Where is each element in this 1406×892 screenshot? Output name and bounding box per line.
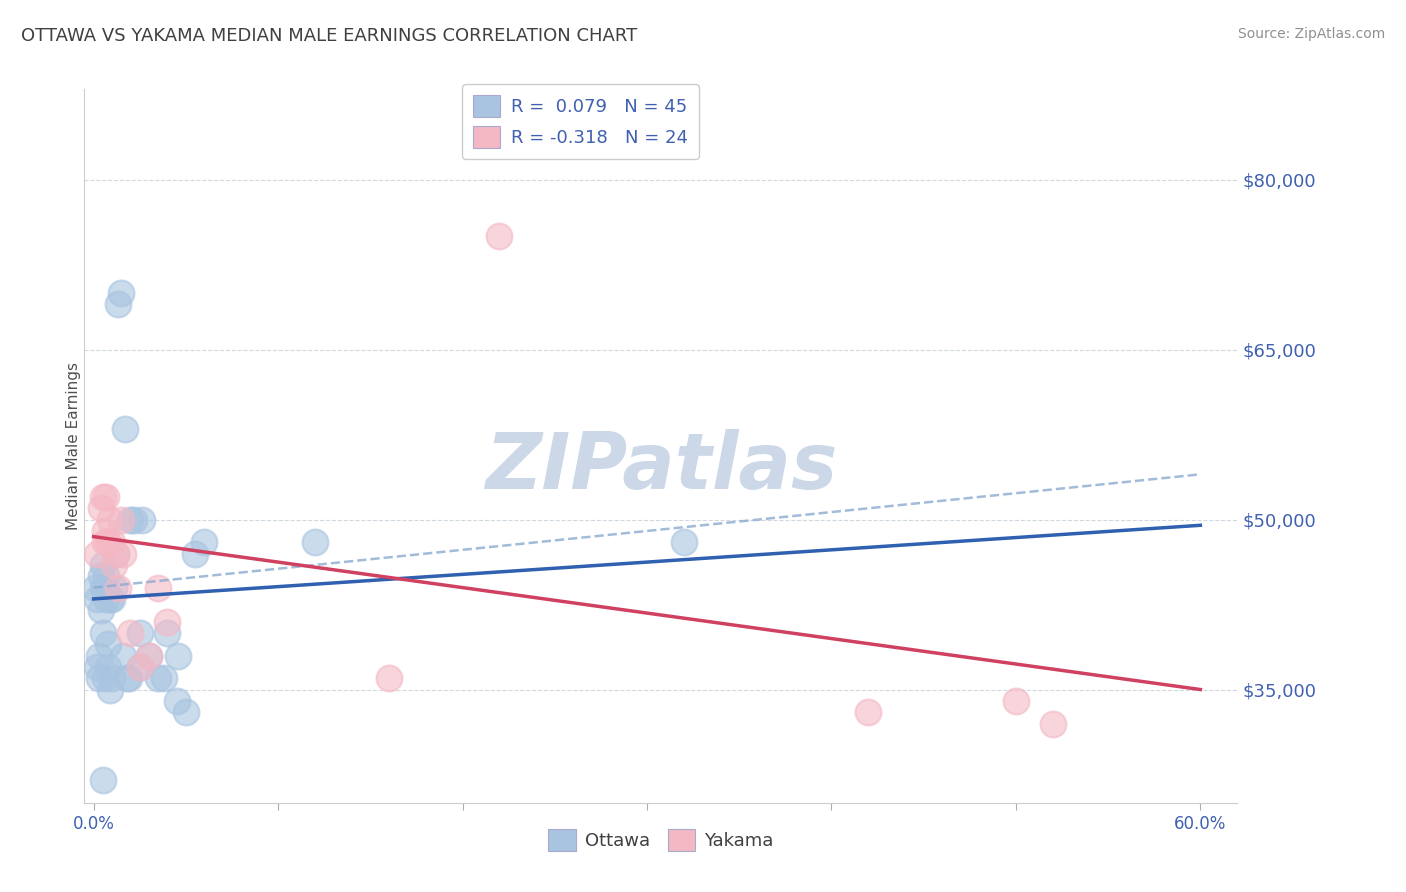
- Point: [104, 547, 127, 561]
- Point: [86, 547, 108, 561]
- Point: [96, 569, 118, 583]
- Point: [377, 671, 399, 685]
- Text: OTTAWA VS YAKAMA MEDIAN MALE EARNINGS CORRELATION CHART: OTTAWA VS YAKAMA MEDIAN MALE EARNINGS CO…: [21, 27, 637, 45]
- Point: [101, 671, 124, 685]
- Point: [96, 591, 118, 606]
- Point: [115, 671, 138, 685]
- Point: [120, 513, 142, 527]
- Point: [107, 297, 129, 311]
- Point: [98, 591, 121, 606]
- Point: [98, 513, 121, 527]
- Point: [93, 524, 115, 538]
- Point: [98, 682, 121, 697]
- Point: [91, 490, 114, 504]
- Point: [93, 535, 115, 549]
- Point: [87, 648, 110, 663]
- Point: [101, 591, 124, 606]
- Point: [104, 547, 127, 561]
- Point: [120, 626, 142, 640]
- Point: [93, 581, 115, 595]
- Point: [93, 671, 115, 685]
- Point: [91, 558, 114, 572]
- Point: [128, 660, 150, 674]
- Point: [97, 637, 120, 651]
- Point: [84, 581, 107, 595]
- Point: [152, 671, 174, 685]
- Point: [184, 547, 207, 561]
- Point: [1005, 694, 1028, 708]
- Point: [304, 535, 326, 549]
- Point: [91, 773, 114, 788]
- Point: [146, 671, 169, 685]
- Point: [672, 535, 695, 549]
- Point: [90, 569, 112, 583]
- Point: [117, 671, 139, 685]
- Point: [156, 626, 179, 640]
- Point: [156, 615, 179, 629]
- Point: [112, 547, 135, 561]
- Legend: Ottawa, Yakama: Ottawa, Yakama: [541, 822, 780, 858]
- Point: [128, 626, 150, 640]
- Point: [86, 591, 108, 606]
- Point: [858, 705, 880, 719]
- Point: [96, 490, 118, 504]
- Point: [112, 648, 135, 663]
- Text: ZIPatlas: ZIPatlas: [485, 429, 837, 506]
- Point: [138, 648, 160, 663]
- Point: [131, 513, 153, 527]
- Point: [90, 603, 112, 617]
- Point: [122, 513, 145, 527]
- Y-axis label: Median Male Earnings: Median Male Earnings: [66, 362, 80, 530]
- Point: [167, 648, 190, 663]
- Text: Source: ZipAtlas.com: Source: ZipAtlas.com: [1237, 27, 1385, 41]
- Point: [174, 705, 197, 719]
- Point: [193, 535, 215, 549]
- Point: [97, 535, 120, 549]
- Point: [488, 229, 510, 244]
- Point: [91, 581, 114, 595]
- Point: [1042, 716, 1064, 731]
- Point: [103, 581, 125, 595]
- Point: [91, 626, 114, 640]
- Point: [103, 558, 125, 572]
- Point: [166, 694, 188, 708]
- Point: [97, 660, 120, 674]
- Point: [90, 501, 112, 516]
- Point: [101, 535, 124, 549]
- Point: [114, 422, 136, 436]
- Point: [138, 648, 160, 663]
- Point: [86, 660, 108, 674]
- Point: [146, 581, 169, 595]
- Point: [87, 671, 110, 685]
- Point: [128, 660, 150, 674]
- Point: [107, 581, 129, 595]
- Point: [110, 286, 132, 301]
- Point: [110, 513, 132, 527]
